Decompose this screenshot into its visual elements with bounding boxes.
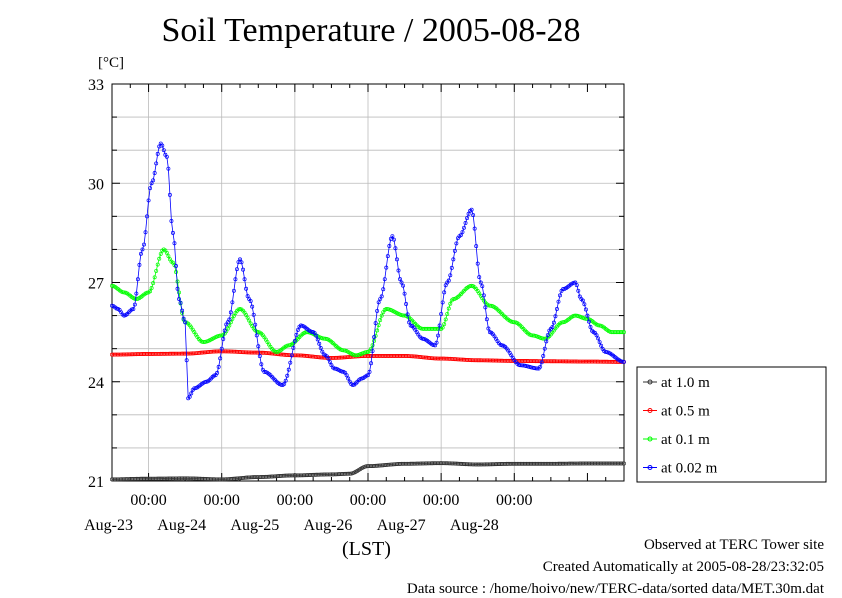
legend-label: at 0.1 m — [661, 432, 710, 448]
legend-label: at 0.02 m — [661, 461, 718, 477]
y-tick-label: 24 — [88, 375, 104, 392]
y-tick-label: 27 — [88, 276, 104, 293]
x-tick-date-label: Aug-25 — [230, 517, 279, 534]
x-tick-time-label: 00:00 — [277, 492, 313, 509]
footer-data-source: Data source : /home/hoivo/new/TERC-data/… — [407, 581, 824, 598]
footer-observed: Observed at TERC Tower site — [644, 537, 824, 554]
x-tick-date-label: Aug-24 — [157, 517, 206, 534]
x-tick-date-label: Aug-23 — [84, 517, 133, 534]
legend-label: at 1.0 m — [661, 375, 710, 391]
footer-created: Created Automatically at 2005-08-28/23:3… — [543, 559, 824, 576]
x-tick-time-label: 00:00 — [350, 492, 386, 509]
x-tick-date-label: Aug-28 — [450, 517, 499, 534]
y-tick-label: 21 — [88, 474, 104, 491]
y-tick-label: 30 — [88, 176, 104, 193]
y-tick-label: 33 — [88, 77, 104, 94]
x-tick-time-label: 00:00 — [423, 492, 459, 509]
legend-label: at 0.5 m — [661, 404, 710, 420]
x-tick-date-label: Aug-27 — [377, 517, 426, 534]
x-tick-time-label: 00:00 — [203, 492, 239, 509]
x-tick-date-label: Aug-26 — [304, 517, 353, 534]
x-tick-time-label: 00:00 — [496, 492, 532, 509]
x-tick-time-label: 00:00 — [130, 492, 166, 509]
chart-canvas: 21 24 27 30 33 00:00 Aug-23 00:00 Aug-24 00:00 Aug… — [0, 0, 842, 595]
